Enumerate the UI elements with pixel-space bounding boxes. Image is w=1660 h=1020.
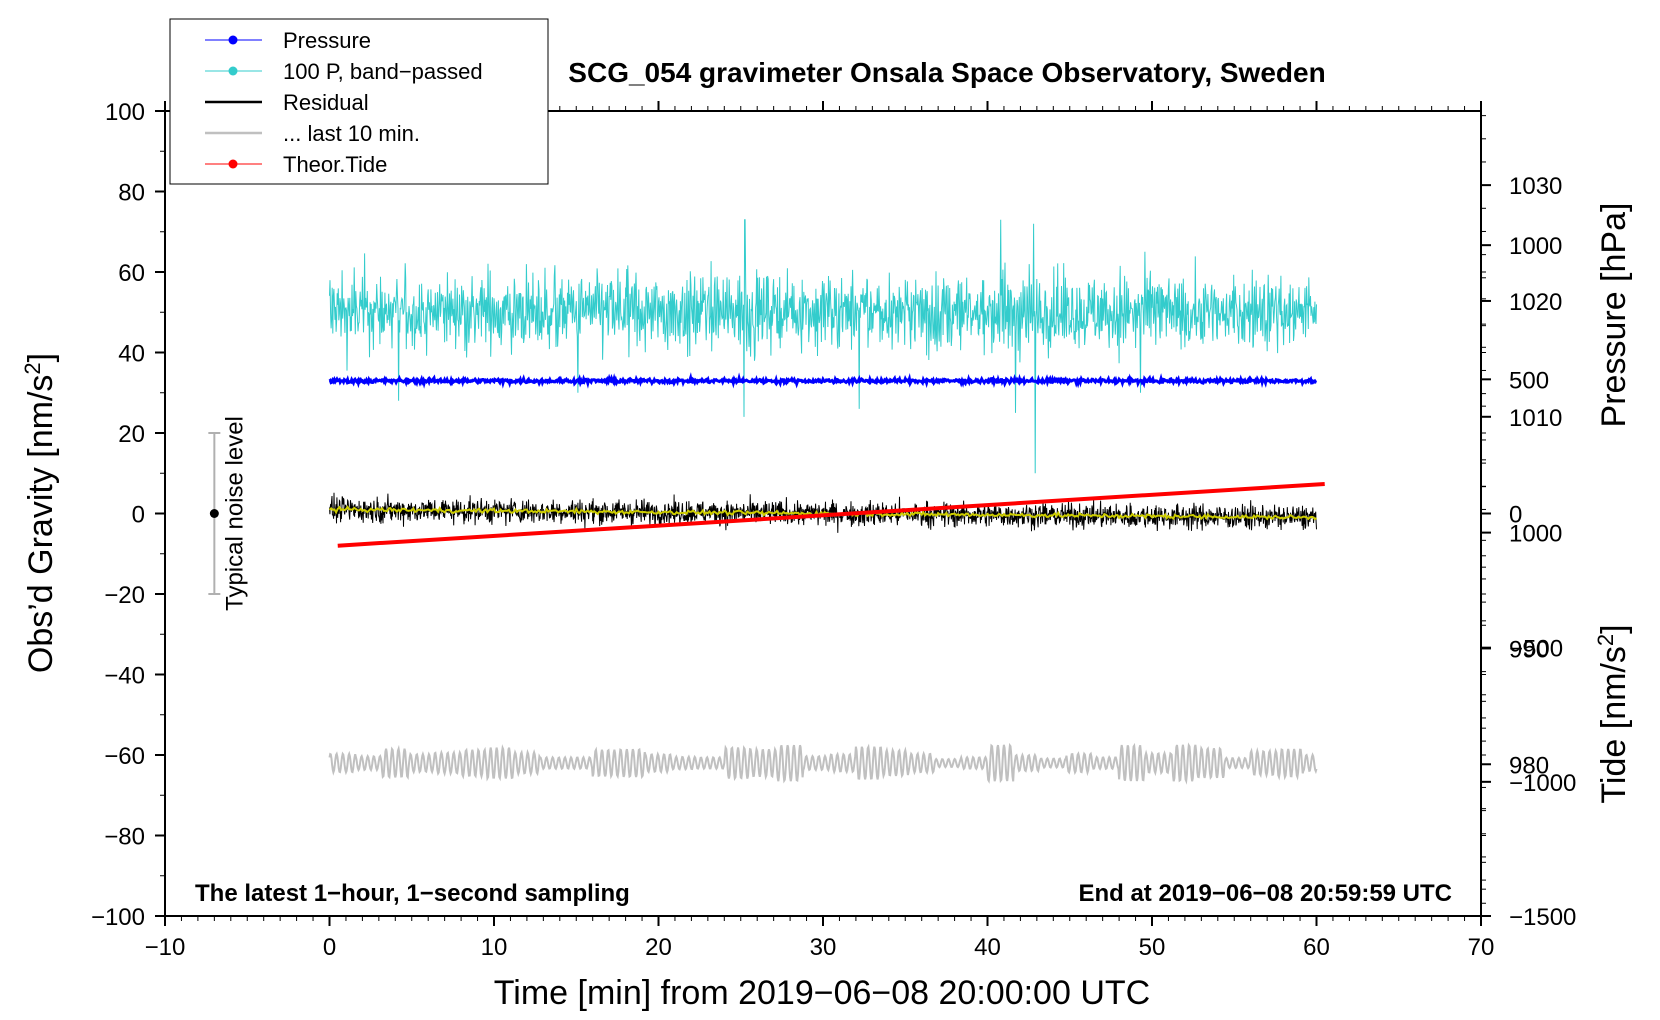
x-tick-label: 20 (645, 934, 672, 961)
x-tick-label: 60 (1303, 934, 1330, 961)
series-band-passed-pressure (329, 219, 1317, 474)
pressure-tick-label: 990 (1509, 636, 1549, 663)
series-last-10-min (328, 742, 1318, 785)
legend-label: 100 P, band−passed (283, 59, 483, 84)
note-left: The latest 1−hour, 1−second sampling (195, 880, 630, 907)
tide-tick-label: −500 (1509, 636, 1563, 663)
legend-entries: Pressure 100 P, band−passed Residual ... la… (205, 28, 483, 177)
y-axis-title-pressure: Pressure [hPa] (1595, 203, 1633, 428)
series-theor-tide (337, 481, 1325, 548)
y-tick-label: 100 (105, 99, 145, 126)
tide-tick-label: 0 (1509, 502, 1522, 529)
pressure-tick-label: 1020 (1509, 289, 1562, 316)
noise-bar: Typical noise level (208, 416, 248, 611)
y-tick-label: −60 (104, 743, 145, 770)
y-tick-label: −80 (104, 824, 145, 851)
chart-title: SCG_054 gravimeter Onsala Space Observat… (568, 57, 1325, 88)
tide-tick-label: −1500 (1509, 904, 1576, 931)
y-tick-label: 0 (132, 502, 145, 529)
x-axis-title: Time [min] from 2019−06−08 20:00:00 UTC (494, 974, 1150, 1012)
pressure-tick-label: 1030 (1509, 173, 1562, 200)
legend: Pressure 100 P, band−passed Residual ... la… (169, 18, 549, 185)
y-tick-label: 60 (118, 260, 145, 287)
series-layer (328, 219, 1325, 785)
tick-labels: −10 0 10 20 30 40 50 60 70100806040200−20−40−60−… (91, 99, 1576, 961)
legend-label: Pressure (283, 28, 371, 53)
legend-marker (228, 35, 238, 45)
legend-marker (228, 66, 238, 76)
series-pressure (328, 372, 1318, 389)
note-right: End at 2019−06−08 20:59:59 UTC (1078, 880, 1452, 907)
x-tick-label: 30 (810, 934, 837, 961)
series-residual (329, 492, 1317, 533)
x-tick-label: 10 (481, 934, 508, 961)
x-tick-label: 40 (974, 934, 1001, 961)
y-axis-title-left: Obs’d Gravity [nm/s2] (20, 353, 60, 673)
legend-label: Residual (283, 90, 369, 115)
y-tick-label: −100 (91, 904, 145, 931)
tide-tick-label: −1000 (1509, 770, 1576, 797)
x-tick-label: −10 (145, 934, 186, 961)
y-tick-label: −40 (104, 663, 145, 690)
legend-marker (228, 159, 238, 169)
legend-label: ... last 10 min. (283, 121, 420, 146)
y-tick-label: 20 (118, 421, 145, 448)
tide-tick-label: 500 (1509, 367, 1549, 394)
noise-bar-label: Typical noise level (221, 416, 248, 611)
y-tick-label: 80 (118, 180, 145, 207)
x-tick-label: 0 (323, 934, 336, 961)
pressure-tick-label: 1010 (1509, 405, 1562, 432)
x-tick-label: 50 (1139, 934, 1166, 961)
y-tick-label: −20 (104, 582, 145, 609)
y-axis-title-tide: Tide [nm/s2] (1593, 624, 1633, 803)
x-tick-label: 70 (1468, 934, 1495, 961)
legend-label: Theor.Tide (283, 152, 387, 177)
tide-tick-label: 1000 (1509, 233, 1562, 260)
pressure-tick-label: 980 (1509, 752, 1549, 779)
noise-bar-center-dot (209, 509, 219, 518)
pressure-tick-label: 1000 (1509, 521, 1562, 548)
y-tick-label: 40 (118, 341, 145, 368)
